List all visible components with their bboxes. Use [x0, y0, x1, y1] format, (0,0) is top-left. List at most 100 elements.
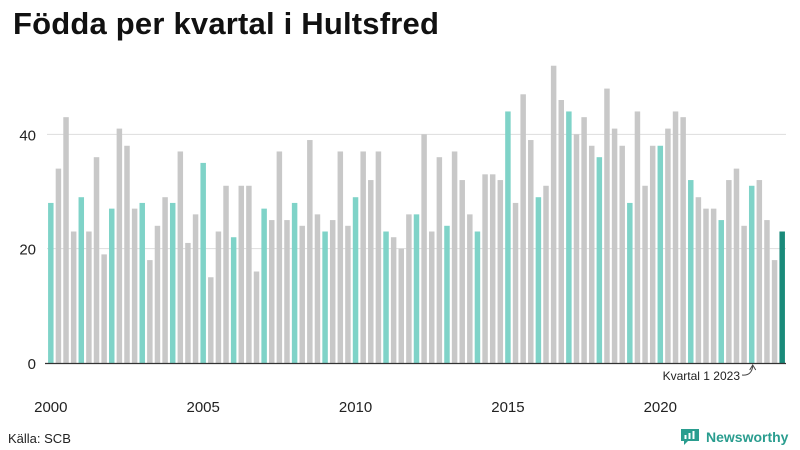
bar	[185, 242, 191, 363]
bar	[779, 231, 785, 363]
bar	[642, 185, 648, 363]
annotation-label: Kvartal 1 2023	[663, 369, 741, 383]
bar	[307, 140, 313, 363]
bar	[329, 220, 336, 363]
bar	[215, 231, 222, 363]
bar	[337, 151, 344, 363]
bar	[147, 260, 153, 363]
bar	[703, 208, 709, 363]
y-tick-label: 0	[28, 356, 36, 373]
bar	[78, 197, 85, 363]
bar	[406, 214, 412, 363]
bar	[467, 214, 473, 363]
bar	[543, 185, 549, 363]
bar	[657, 145, 664, 363]
bar	[596, 157, 603, 363]
x-tick-label: 2000	[34, 399, 67, 416]
bar	[246, 185, 252, 363]
bar	[375, 151, 382, 363]
axes	[45, 362, 786, 376]
bar	[322, 231, 328, 363]
bar	[261, 208, 267, 363]
bar	[284, 220, 290, 363]
bar	[451, 151, 458, 363]
bar	[764, 220, 770, 363]
source-note: Källa: SCB	[8, 431, 71, 446]
bar	[535, 197, 542, 363]
bar	[55, 168, 62, 363]
bar	[756, 180, 763, 363]
bar	[489, 174, 496, 363]
bar	[726, 180, 732, 363]
bar	[398, 248, 405, 363]
bar	[771, 260, 778, 363]
bar	[299, 225, 305, 363]
bar	[634, 111, 641, 364]
bar	[154, 225, 161, 363]
bar	[611, 128, 618, 363]
bar	[741, 225, 747, 363]
x-tick-label: 2015	[491, 399, 524, 416]
bar	[573, 134, 580, 363]
brand-name: Newsworthy	[706, 429, 789, 445]
bar	[748, 185, 755, 363]
tick-labels: 0 20 40 2000 2005 2010 2015 2020 Kvartal 1 2023	[19, 127, 740, 416]
bar	[291, 202, 298, 363]
bar	[238, 185, 245, 363]
x-tick-label: 2020	[644, 399, 677, 416]
bar	[520, 94, 526, 364]
bar	[550, 65, 557, 363]
bar	[345, 225, 351, 363]
bar	[566, 111, 572, 364]
bar	[512, 202, 519, 363]
bar	[230, 237, 237, 363]
bar	[497, 180, 504, 363]
bar	[192, 214, 199, 363]
bar	[383, 231, 389, 363]
bar	[413, 214, 420, 363]
bar	[86, 231, 92, 363]
bar	[223, 185, 229, 363]
bar	[695, 197, 702, 363]
y-tick-label: 40	[19, 127, 36, 144]
bar	[436, 157, 443, 363]
bar	[558, 100, 564, 364]
bar	[588, 145, 595, 363]
bar	[459, 180, 465, 363]
bar	[162, 197, 168, 363]
x-tick-label: 2010	[339, 399, 372, 416]
bar	[390, 237, 397, 363]
bar	[269, 220, 275, 363]
bar	[352, 197, 359, 363]
bar	[314, 214, 321, 363]
bar	[63, 117, 69, 363]
bar	[444, 225, 450, 363]
annotation-arrowhead	[749, 364, 757, 371]
bar	[124, 145, 130, 363]
bar	[70, 231, 77, 363]
bar	[368, 180, 374, 363]
bar	[649, 145, 656, 363]
bar	[482, 174, 488, 363]
bar	[680, 117, 686, 363]
bar	[604, 88, 610, 364]
bar	[93, 157, 100, 363]
bar	[672, 111, 679, 364]
bar	[665, 128, 671, 363]
bar	[360, 151, 366, 363]
bar	[169, 202, 176, 363]
bar	[505, 111, 511, 364]
bar	[710, 208, 717, 363]
bar	[421, 134, 427, 363]
annotation-arrow	[741, 365, 754, 376]
bar	[116, 128, 123, 363]
bar	[718, 220, 724, 363]
bar	[200, 162, 206, 363]
bar	[131, 208, 138, 363]
bar	[253, 271, 260, 363]
bar	[528, 140, 534, 363]
bar	[101, 254, 107, 363]
bar	[109, 208, 115, 363]
bar	[688, 180, 694, 363]
